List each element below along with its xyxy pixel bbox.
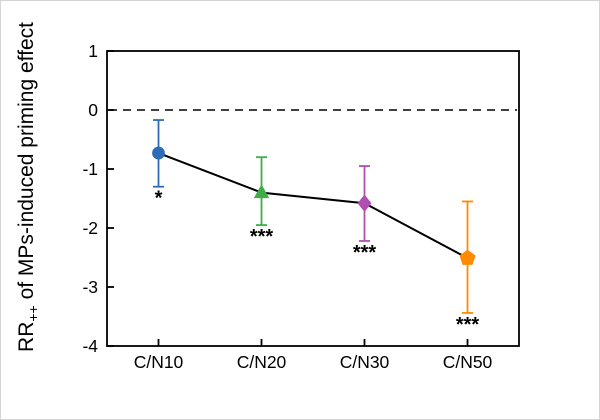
x-tick-label: C/N30 xyxy=(340,352,390,372)
marker-circle xyxy=(152,146,165,160)
x-tick-label: C/N50 xyxy=(443,352,493,372)
y-axis-label: RR++ of MPs-induced priming effect xyxy=(15,22,41,352)
data-line xyxy=(158,152,468,259)
y-tick-label: -1 xyxy=(82,159,98,179)
y-tick-label: 0 xyxy=(88,100,98,120)
significance-label: *** xyxy=(353,242,377,264)
plot-frame xyxy=(106,50,520,347)
y-tick-label: -2 xyxy=(82,218,98,238)
y-tick-label: -3 xyxy=(82,277,98,297)
marker-diamond xyxy=(357,194,372,212)
x-tick-label: C/N10 xyxy=(134,352,184,372)
significance-label: *** xyxy=(456,314,480,336)
marker-triangle-up xyxy=(253,184,270,199)
significance-label: *** xyxy=(250,226,274,248)
significance-label: * xyxy=(155,188,163,210)
x-tick-label: C/N20 xyxy=(237,352,287,372)
y-tick-label: -4 xyxy=(82,336,98,356)
marker-pentagon xyxy=(459,249,476,265)
y-tick-label: 1 xyxy=(88,41,98,61)
